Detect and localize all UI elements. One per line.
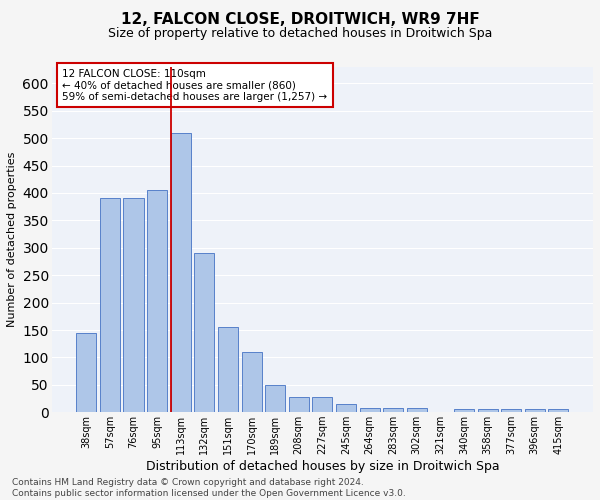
Bar — [359, 408, 380, 412]
Bar — [336, 404, 356, 412]
Bar — [525, 410, 545, 412]
Bar — [170, 132, 191, 412]
Bar — [454, 410, 474, 412]
Bar — [548, 410, 568, 412]
Bar — [289, 397, 309, 412]
Text: 12 FALCON CLOSE: 110sqm
← 40% of detached houses are smaller (860)
59% of semi-d: 12 FALCON CLOSE: 110sqm ← 40% of detache… — [62, 68, 328, 102]
Bar — [478, 410, 497, 412]
Bar — [100, 198, 120, 412]
Bar — [407, 408, 427, 412]
Bar — [194, 254, 214, 412]
Text: Size of property relative to detached houses in Droitwich Spa: Size of property relative to detached ho… — [108, 28, 492, 40]
Bar — [313, 397, 332, 412]
Text: Contains HM Land Registry data © Crown copyright and database right 2024.
Contai: Contains HM Land Registry data © Crown c… — [12, 478, 406, 498]
Bar — [242, 352, 262, 412]
Bar — [218, 328, 238, 412]
Bar — [76, 333, 97, 412]
Bar — [265, 385, 285, 412]
Y-axis label: Number of detached properties: Number of detached properties — [7, 152, 17, 328]
X-axis label: Distribution of detached houses by size in Droitwich Spa: Distribution of detached houses by size … — [146, 460, 499, 473]
Bar — [383, 408, 403, 412]
Bar — [501, 410, 521, 412]
Text: 12, FALCON CLOSE, DROITWICH, WR9 7HF: 12, FALCON CLOSE, DROITWICH, WR9 7HF — [121, 12, 479, 28]
Bar — [124, 198, 143, 412]
Bar — [147, 190, 167, 412]
